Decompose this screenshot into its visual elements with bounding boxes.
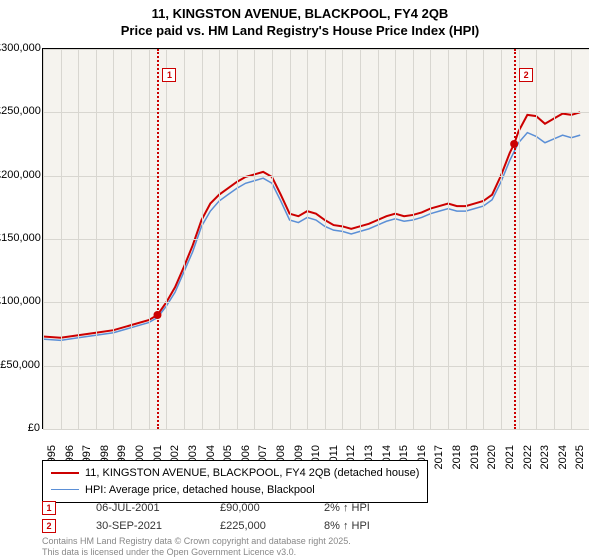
gridline-v (325, 49, 326, 429)
y-tick-label: £150,000 (0, 232, 40, 244)
series-line (43, 112, 580, 337)
gridline-h (43, 239, 589, 240)
sale-marker-line (157, 49, 159, 429)
gridline-v (448, 49, 449, 429)
plot-area: 12 (42, 48, 589, 429)
gridline-v (166, 49, 167, 429)
y-tick-label: £50,000 (0, 359, 40, 371)
gridline-v (184, 49, 185, 429)
gridline-v (290, 49, 291, 429)
legend-label: HPI: Average price, detached house, Blac… (85, 482, 315, 499)
y-tick-label: £100,000 (0, 295, 40, 307)
gridline-h (43, 112, 589, 113)
x-tick-label: 2020 (486, 445, 498, 475)
gridline-v (307, 49, 308, 429)
legend-label: 11, KINGSTON AVENUE, BLACKPOOL, FY4 2QB … (85, 465, 419, 482)
gridline-h (43, 366, 589, 367)
series-line (43, 133, 580, 341)
gridline-v (219, 49, 220, 429)
x-tick-label: 2019 (469, 445, 481, 475)
gridline-v (395, 49, 396, 429)
legend: 11, KINGSTON AVENUE, BLACKPOOL, FY4 2QB … (42, 460, 428, 503)
gridline-v (254, 49, 255, 429)
chart-title-line1: 11, KINGSTON AVENUE, BLACKPOOL, FY4 2QB (0, 0, 600, 23)
footer: Contains HM Land Registry data © Crown c… (42, 536, 351, 558)
gridline-h (43, 429, 589, 430)
footer-line1: Contains HM Land Registry data © Crown c… (42, 536, 351, 547)
sales-row-price: £90,000 (220, 502, 300, 514)
x-tick-label: 2024 (557, 445, 569, 475)
x-tick-label: 2025 (574, 445, 586, 475)
x-tick-label: 2021 (504, 445, 516, 475)
gridline-v (131, 49, 132, 429)
chart-container: 11, KINGSTON AVENUE, BLACKPOOL, FY4 2QB … (0, 0, 600, 560)
gridline-v (466, 49, 467, 429)
sales-table: 1 06-JUL-2001 £90,000 2% ↑ HPI 2 30-SEP-2021 £… (42, 500, 404, 536)
sales-row-marker: 2 (42, 519, 56, 533)
gridline-v (96, 49, 97, 429)
gridline-v (149, 49, 150, 429)
x-tick-label: 2018 (451, 445, 463, 475)
gridline-v (554, 49, 555, 429)
gridline-v (78, 49, 79, 429)
gridline-h (43, 176, 589, 177)
gridline-v (61, 49, 62, 429)
y-tick-label: £300,000 (0, 42, 40, 54)
legend-swatch (51, 489, 79, 490)
sales-table-row: 1 06-JUL-2001 £90,000 2% ↑ HPI (42, 500, 404, 516)
sale-marker-box: 2 (519, 68, 533, 82)
legend-item: 11, KINGSTON AVENUE, BLACKPOOL, FY4 2QB … (51, 465, 419, 482)
footer-line2: This data is licensed under the Open Gov… (42, 547, 351, 558)
gridline-v (113, 49, 114, 429)
x-tick-label: 2023 (539, 445, 551, 475)
chart-title-line2: Price paid vs. HM Land Registry's House … (0, 23, 600, 40)
sales-row-date: 30-SEP-2021 (96, 520, 196, 532)
sales-row-price: £225,000 (220, 520, 300, 532)
x-tick-label: 2022 (522, 445, 534, 475)
sales-table-row: 2 30-SEP-2021 £225,000 8% ↑ HPI (42, 518, 404, 534)
y-tick-label: £200,000 (0, 169, 40, 181)
y-tick-label: £250,000 (0, 105, 40, 117)
sales-row-date: 06-JUL-2001 (96, 502, 196, 514)
gridline-h (43, 49, 589, 50)
gridline-h (43, 302, 589, 303)
legend-swatch (51, 472, 79, 474)
sales-row-pct: 8% ↑ HPI (324, 520, 404, 532)
gridline-v (43, 49, 44, 429)
gridline-v (519, 49, 520, 429)
gridline-v (342, 49, 343, 429)
gridline-v (571, 49, 572, 429)
gridline-v (272, 49, 273, 429)
gridline-v (360, 49, 361, 429)
gridline-v (202, 49, 203, 429)
sale-marker-line (514, 49, 516, 429)
gridline-v (536, 49, 537, 429)
y-tick-label: £0 (0, 422, 40, 434)
gridline-v (430, 49, 431, 429)
sale-marker-box: 1 (162, 68, 176, 82)
gridline-v (378, 49, 379, 429)
gridline-v (413, 49, 414, 429)
sales-row-marker: 1 (42, 501, 56, 515)
x-tick-label: 2017 (433, 445, 445, 475)
gridline-v (483, 49, 484, 429)
sales-row-pct: 2% ↑ HPI (324, 502, 404, 514)
legend-item: HPI: Average price, detached house, Blac… (51, 482, 419, 499)
gridline-v (501, 49, 502, 429)
gridline-v (237, 49, 238, 429)
